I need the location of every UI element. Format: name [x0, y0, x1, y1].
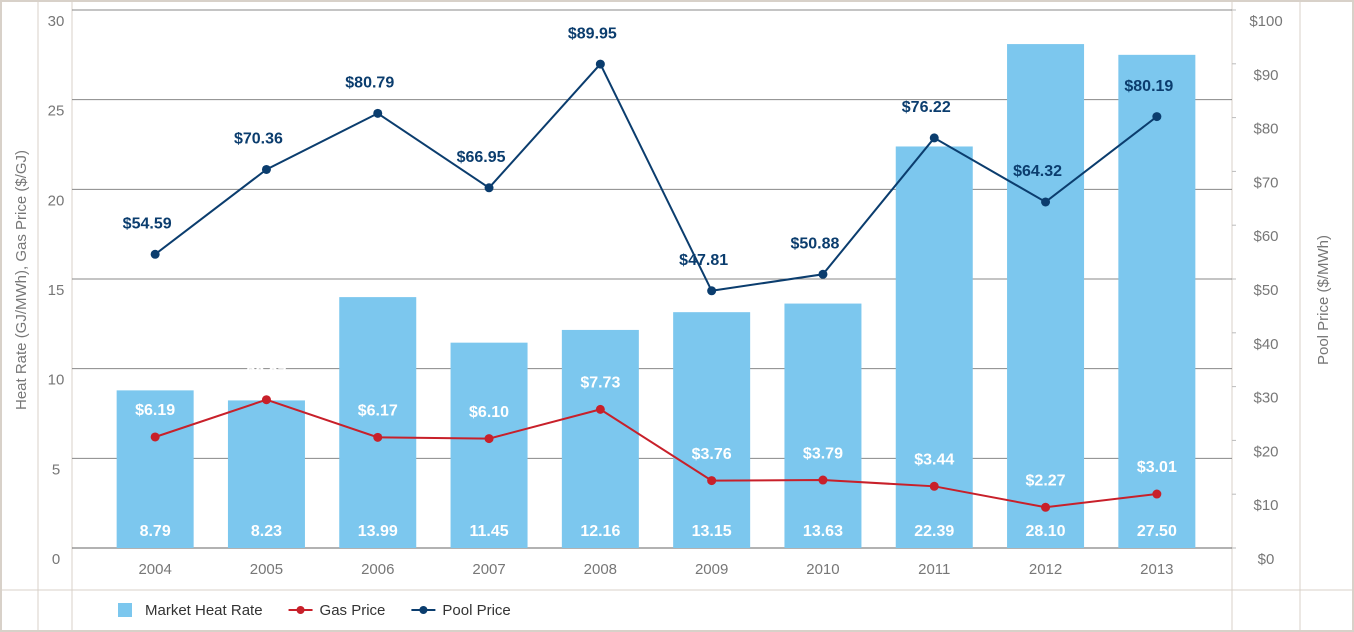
point [150, 249, 160, 259]
legend-swatch [296, 606, 305, 614]
legend-swatch [419, 606, 428, 614]
x-tick-label: 2006 [361, 561, 394, 578]
x-tick-label: 2012 [1029, 561, 1062, 578]
point [818, 475, 828, 485]
point [150, 432, 160, 442]
point-value-label: $3.76 [692, 446, 732, 463]
x-tick-label: 2005 [250, 561, 283, 578]
y-tick-label: 30 [48, 13, 65, 30]
point [929, 133, 939, 143]
y-tick-label: 15 [48, 282, 65, 299]
x-tick-label: 2007 [472, 561, 505, 578]
bar [116, 390, 194, 548]
point-value-label: $3.01 [1137, 459, 1177, 476]
y2-tick-label: $50 [1253, 282, 1278, 299]
y2-tick-label: $60 [1253, 228, 1278, 245]
y2-tick-label: $30 [1253, 390, 1278, 407]
point-value-label: $70.36 [234, 131, 283, 148]
bar-value-label: 13.63 [803, 523, 843, 540]
y2-tick-label: $10 [1253, 497, 1278, 514]
bar [1007, 44, 1085, 548]
y2-tick-label: $20 [1253, 443, 1278, 460]
point-value-label: $80.19 [1124, 78, 1173, 95]
point-value-label: $50.88 [790, 235, 839, 252]
bar [450, 342, 528, 548]
point [484, 434, 494, 444]
point-value-label: $64.32 [1013, 163, 1062, 180]
x-tick-label: 2013 [1140, 561, 1173, 578]
bar [339, 297, 417, 548]
point-value-label: $2.27 [1026, 473, 1066, 490]
point [261, 395, 271, 405]
bar-value-label: 8.23 [251, 523, 282, 540]
point-value-label: $7.73 [580, 375, 620, 392]
point [1152, 489, 1162, 499]
legend-label: Gas Price [320, 602, 386, 619]
bar [227, 400, 305, 548]
y-tick-label: 5 [52, 461, 60, 478]
x-tick-label: 2008 [584, 561, 617, 578]
y-axis-label: Heat Rate (GJ/MWh), Gas Price ($/GJ) [13, 150, 30, 410]
point-value-label: $6.19 [135, 402, 175, 419]
line [154, 62, 1158, 292]
bar-value-label: 13.99 [358, 523, 398, 540]
point-value-label: $66.95 [457, 149, 506, 166]
point [373, 108, 383, 118]
y2-tick-label: $100 [1249, 13, 1282, 30]
point-value-label: $80.79 [345, 75, 394, 92]
y2-tick-label: $90 [1253, 67, 1278, 84]
bar [673, 312, 751, 548]
point [1041, 502, 1051, 512]
point [484, 183, 494, 193]
x-tick-label: 2011 [918, 561, 950, 578]
bar-value-label: 8.79 [140, 523, 171, 540]
y2-tick-label: $0 [1258, 551, 1275, 568]
bar [895, 146, 973, 549]
bar-value-label: 12.16 [580, 523, 620, 540]
point-value-label: $76.22 [902, 99, 951, 116]
y2-tick-label: $80 [1253, 121, 1278, 138]
y-tick-label: 0 [52, 551, 60, 568]
x-tick-label: 2009 [695, 561, 728, 578]
line [154, 398, 1157, 509]
point [261, 164, 271, 174]
point-value-label: $89.95 [568, 25, 617, 42]
x-tick-label: 2010 [806, 561, 839, 578]
point [929, 481, 939, 491]
point [707, 476, 717, 486]
point [595, 404, 605, 414]
point-value-label: $47.81 [679, 252, 728, 269]
x-tick-label: 2004 [138, 561, 171, 578]
point-value-label: $3.44 [914, 452, 954, 469]
point [707, 286, 717, 296]
point-value-label: $3.79 [803, 445, 843, 462]
point [1041, 197, 1051, 207]
bar [784, 303, 862, 548]
y2-tick-label: $70 [1253, 174, 1278, 191]
point [818, 269, 828, 279]
y2-axis-label: Pool Price ($/MWh) [1315, 235, 1332, 365]
legend-swatch [118, 603, 132, 617]
bar-value-label: 11.45 [469, 523, 508, 540]
bar-value-label: 13.15 [692, 523, 732, 540]
bar-value-label: 27.50 [1137, 523, 1177, 540]
point [373, 432, 383, 442]
y-tick-label: 20 [48, 192, 65, 209]
y2-tick-label: $40 [1253, 336, 1278, 353]
point-value-label: $8.27 [246, 365, 286, 382]
point [595, 59, 605, 69]
point [1152, 112, 1162, 122]
legend-label: Pool Price [442, 602, 510, 619]
y-tick-label: 10 [48, 372, 65, 389]
bar-value-label: 28.10 [1026, 523, 1066, 540]
bar-value-label: 22.39 [914, 523, 954, 540]
bar [561, 329, 639, 548]
legend-label: Market Heat Rate [145, 602, 263, 619]
y-tick-label: 25 [48, 103, 65, 120]
point-value-label: $6.17 [358, 403, 398, 420]
point-value-label: $54.59 [123, 216, 172, 233]
point-value-label: $6.10 [469, 404, 509, 421]
